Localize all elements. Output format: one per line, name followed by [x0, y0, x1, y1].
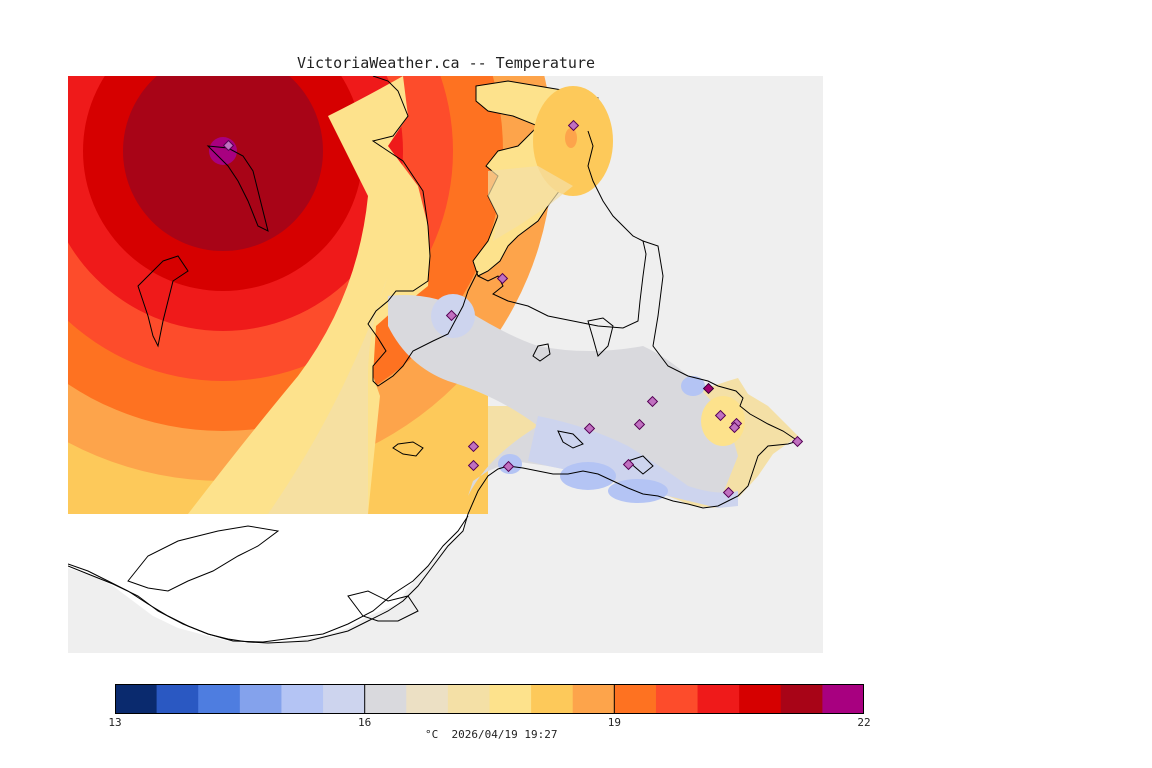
- station-marker: [583, 422, 596, 435]
- legend-bar: [114, 684, 865, 714]
- station-marker: [222, 139, 235, 152]
- legend-swatch: [239, 684, 282, 714]
- station-marker: [496, 272, 509, 285]
- color-legend: [114, 684, 865, 714]
- legend-swatch: [115, 684, 158, 714]
- legend-caption: °C 2026/04/19 19:27: [425, 728, 558, 741]
- temperature-map[interactable]: [68, 76, 823, 653]
- legend-tick-label: 22: [857, 716, 871, 729]
- legend-swatch: [572, 684, 615, 714]
- weather-stations: [222, 119, 804, 499]
- temperature-field: [68, 76, 553, 514]
- legend-swatch: [614, 684, 657, 714]
- station-marker: [646, 395, 659, 408]
- station-marker: [445, 309, 458, 322]
- station-marker: [502, 460, 515, 473]
- legend-swatch: [697, 684, 740, 714]
- legend-swatch: [323, 684, 366, 714]
- legend-swatch: [281, 684, 324, 714]
- legend-swatch: [406, 684, 449, 714]
- station-marker: [714, 409, 727, 422]
- station-marker: [622, 458, 635, 471]
- legend-swatch: [655, 684, 699, 714]
- legend-swatch: [739, 684, 782, 714]
- legend-swatch: [780, 684, 823, 714]
- station-marker: [467, 440, 480, 453]
- legend-swatch: [822, 684, 865, 714]
- legend-swatch: [489, 684, 532, 714]
- legend-swatch: [156, 684, 199, 714]
- station-marker: [791, 435, 804, 448]
- map-title: VictoriaWeather.ca -- Temperature: [297, 54, 596, 72]
- legend-swatch: [531, 684, 574, 714]
- cool-zone: [388, 295, 738, 506]
- legend-tick-label: 19: [607, 716, 621, 729]
- station-marker: [722, 486, 735, 499]
- legend-swatch: [447, 684, 490, 714]
- coastlines: [68, 76, 799, 644]
- map-canvas: [68, 76, 823, 653]
- legend-swatch: [364, 684, 407, 714]
- legend-tick-label: 13: [108, 716, 122, 729]
- legend-swatch: [198, 684, 241, 714]
- legend-tick-label: 16: [358, 716, 372, 729]
- station-marker: [728, 421, 741, 434]
- station-marker: [702, 382, 715, 395]
- station-marker: [633, 418, 646, 431]
- station-marker: [467, 459, 480, 472]
- station-marker: [567, 119, 580, 132]
